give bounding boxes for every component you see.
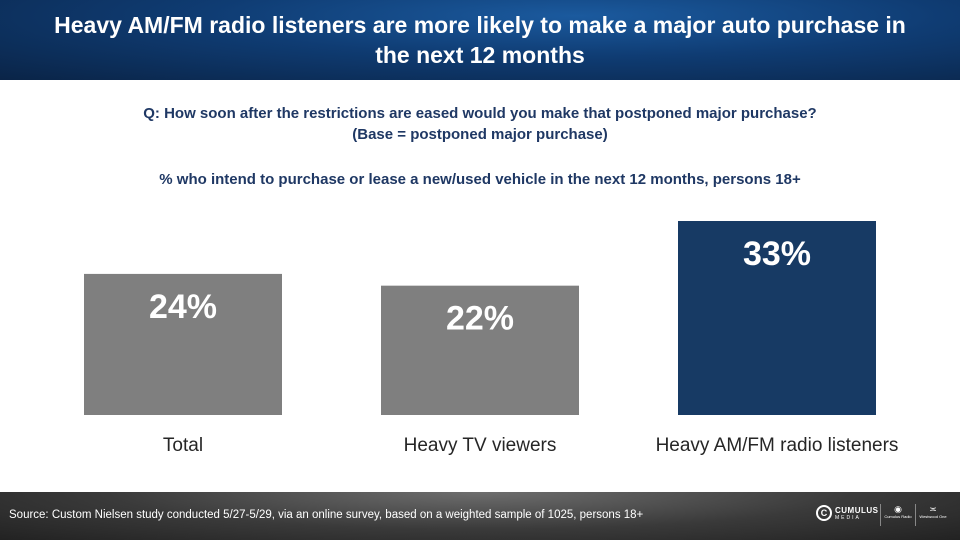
westwood-one-logo: ≍ Westwood One [918,504,948,519]
data-label: 33% [743,235,811,273]
category-label: Heavy AM/FM radio listeners [656,435,899,456]
question-text: Q: How soon after the restrictions are e… [143,105,817,122]
category-label: Total [163,435,203,456]
logo-divider [880,504,881,526]
cumulus-media-logo: C CUMULUS MEDIA [816,505,879,521]
westwood-one-icon: ≍ [929,504,937,514]
cumulus-radio-icon: ◉ [894,504,902,514]
bar-chart: 24% Total 22% Heavy TV viewers 33% Heavy AM/F… [84,221,899,456]
cumulus-radio-text: Cumulus Radio [884,514,912,519]
category-label: Heavy TV viewers [404,435,557,456]
question-base: (Base = postponed major purchase) [352,126,608,143]
cumulus-logo-icon: C [816,505,832,521]
bar-heavy-am-fm-radio-listeners [678,221,876,415]
bar-heavy-tv-viewers [381,285,579,415]
source-note: Source: Custom Nielsen study conducted 5… [9,509,644,521]
data-label: 22% [446,300,514,338]
chart-subtitle: % who intend to purchase or lease a new/… [159,171,801,188]
cumulus-logo-text: CUMULUS [835,505,879,515]
data-label: 24% [149,288,217,326]
title-banner: Heavy AM/FM radio listeners are more lik… [0,0,960,80]
bar-total [84,273,282,415]
footer-bar: Source: Custom Nielsen study conducted 5… [0,492,960,540]
page-title: Heavy AM/FM radio listeners are more lik… [54,12,906,68]
cumulus-logo-subtext: MEDIA [835,514,861,521]
cumulus-radio-logo: ◉ Cumulus Radio [883,504,913,519]
westwood-one-text: Westwood One [919,514,947,519]
survey-question: Q: How soon after the restrictions are e… [40,103,920,145]
logo-divider [915,504,916,526]
